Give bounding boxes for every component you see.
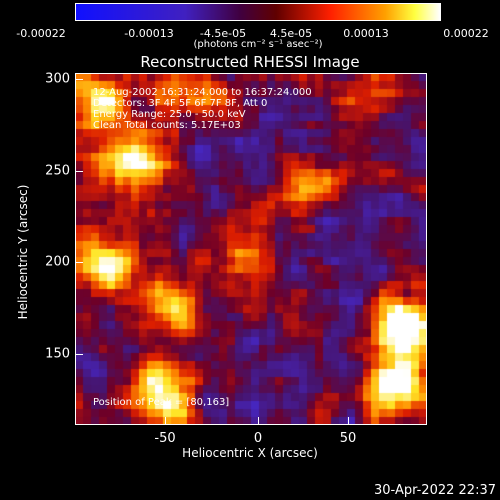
colorbar	[75, 3, 441, 21]
colorbar-tick-label: -4.5e-05	[199, 27, 247, 40]
colorbar-tick-label: -0.00022	[16, 27, 66, 40]
colorbar-tick-label: 4.5e-05	[269, 27, 313, 40]
x-tick-label: 0	[253, 431, 263, 446]
info-line-detectors: Detectors: 3F 4F 5F 6F 7F 8F, Att 0	[93, 98, 268, 109]
heatmap-image	[75, 73, 427, 425]
colorbar-unit-label: (photons cm⁻² s⁻¹ asec⁻²)	[193, 39, 323, 50]
info-line-energy-range: Energy Range: 25.0 - 50.0 keV	[93, 109, 246, 120]
plot-area: 12-Aug-2002 16:31:24.000 to 16:37:24.000…	[75, 73, 427, 425]
colorbar-tick-label: 0.00013	[343, 27, 389, 40]
x-tick-mark	[165, 417, 166, 425]
chart-title: Reconstructed RHESSI Image	[140, 53, 360, 71]
y-tick-label: 200	[45, 254, 70, 270]
peak-position-label: Position of Peak = [80,163]	[93, 397, 230, 408]
colorbar-tick-label: 0.00022	[443, 27, 489, 40]
colorbar-gradient	[76, 4, 440, 20]
y-tick-mark	[75, 262, 83, 263]
y-tick-label: 250	[45, 163, 70, 179]
y-axis-label: Heliocentric Y (arcsec)	[16, 184, 30, 320]
y-tick-label: 300	[45, 71, 70, 87]
info-line-time-range: 12-Aug-2002 16:31:24.000 to 16:37:24.000	[93, 87, 312, 98]
y-tick-label: 150	[45, 346, 70, 362]
y-tick-mark	[75, 171, 83, 172]
info-line-total-counts: Clean Total counts: 5.17E+03	[93, 120, 241, 131]
plot-frame	[75, 73, 427, 425]
y-tick-mark	[75, 79, 83, 80]
colorbar-tick-label: -0.00013	[124, 27, 174, 40]
x-tick-mark	[348, 417, 349, 425]
x-tick-label: 50	[339, 431, 357, 446]
x-tick-mark	[258, 417, 259, 425]
x-tick-label: -50	[154, 431, 176, 446]
x-axis-label: Heliocentric X (arcsec)	[182, 446, 318, 460]
y-tick-mark	[75, 354, 83, 355]
plot-timestamp: 30-Apr-2022 22:37	[374, 483, 496, 498]
